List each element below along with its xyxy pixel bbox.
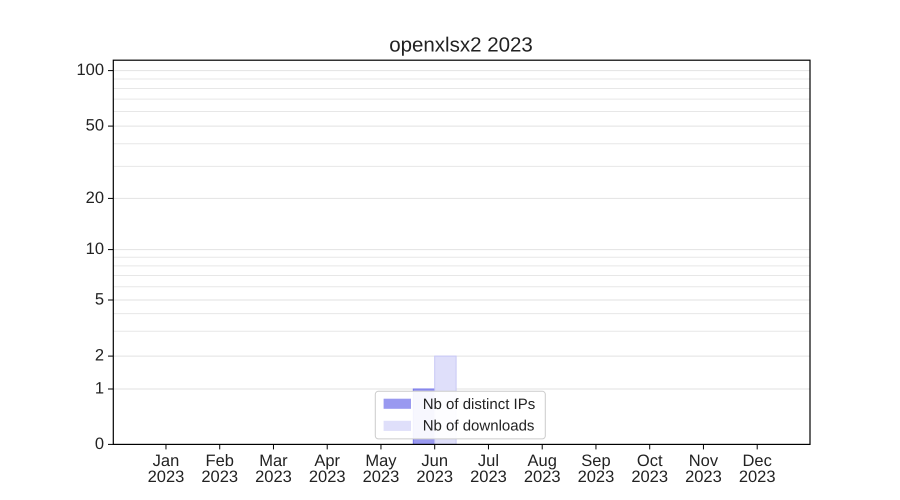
svg-text:2023: 2023	[578, 468, 615, 486]
svg-text:0: 0	[95, 435, 104, 453]
svg-text:10: 10	[86, 240, 104, 258]
svg-text:Nb of downloads: Nb of downloads	[423, 418, 535, 435]
svg-text:2023: 2023	[309, 468, 346, 486]
svg-text:Nb of distinct IPs: Nb of distinct IPs	[423, 396, 536, 413]
svg-text:100: 100	[76, 61, 104, 79]
svg-text:2023: 2023	[524, 468, 561, 486]
svg-text:2023: 2023	[255, 468, 292, 486]
svg-text:1: 1	[95, 380, 104, 398]
svg-text:2023: 2023	[739, 468, 776, 486]
svg-text:2023: 2023	[363, 468, 400, 486]
svg-text:2023: 2023	[416, 468, 453, 486]
svg-text:20: 20	[86, 189, 104, 207]
svg-text:2023: 2023	[470, 468, 507, 486]
svg-text:2023: 2023	[148, 468, 185, 486]
svg-text:2023: 2023	[201, 468, 238, 486]
svg-text:2023: 2023	[685, 468, 722, 486]
svg-text:50: 50	[86, 117, 104, 135]
svg-text:2: 2	[95, 347, 104, 365]
svg-text:openxlsx2 2023: openxlsx2 2023	[389, 34, 533, 57]
svg-text:5: 5	[95, 291, 104, 309]
svg-text:2023: 2023	[631, 468, 668, 486]
